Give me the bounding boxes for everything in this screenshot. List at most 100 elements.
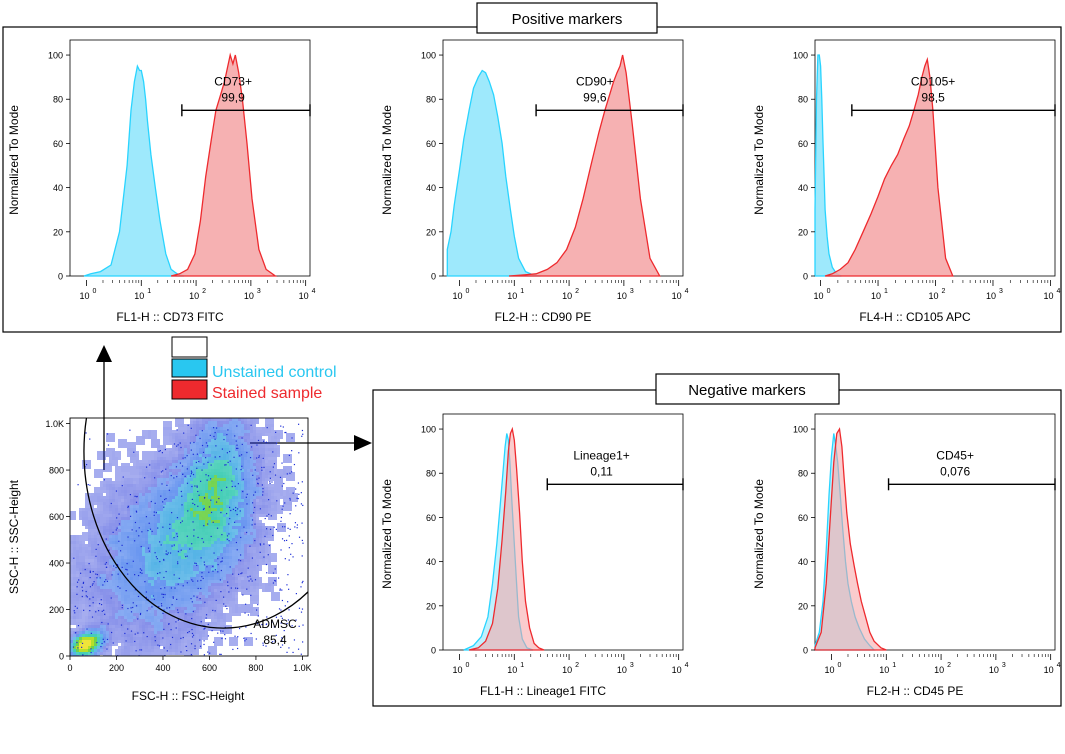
density-cell	[157, 646, 160, 649]
density-cell	[247, 520, 250, 523]
density-cell	[109, 496, 112, 499]
density-cell	[196, 502, 199, 505]
density-cell	[214, 535, 217, 538]
density-cell	[253, 466, 256, 469]
density-cell	[244, 553, 247, 556]
density-cell	[229, 496, 232, 499]
legend-swatch-unstained	[171, 358, 208, 378]
density-cell	[127, 517, 130, 520]
density-cell	[142, 601, 145, 604]
density-cell	[229, 499, 232, 502]
density-cell	[271, 595, 274, 598]
y-tick-label: 0	[803, 272, 808, 282]
density-cell	[199, 448, 202, 451]
density-cell	[139, 589, 142, 592]
density-cell	[196, 520, 199, 523]
density-cell	[85, 508, 88, 511]
density-cell	[268, 460, 271, 463]
density-cell	[169, 574, 172, 577]
density-cell	[145, 607, 148, 610]
density-cell	[106, 634, 109, 637]
density-cell	[241, 460, 244, 463]
density-cell	[202, 562, 205, 565]
density-cell	[166, 562, 169, 565]
density-cell	[256, 421, 259, 424]
density-cell	[253, 583, 256, 586]
density-cell	[154, 565, 157, 568]
density-cell	[151, 631, 154, 634]
density-cell	[172, 643, 175, 646]
density-cell	[148, 610, 151, 613]
density-cell	[91, 649, 94, 652]
density-cell	[172, 580, 175, 583]
density-cell	[259, 448, 262, 451]
density-cell	[226, 550, 229, 553]
density-cell	[232, 478, 235, 481]
density-cell	[148, 460, 151, 463]
density-cell	[202, 520, 205, 523]
density-cell	[151, 601, 154, 604]
density-cell	[124, 556, 127, 559]
density-cell	[88, 538, 91, 541]
arrow-to-positive	[96, 345, 112, 470]
density-cell	[82, 508, 85, 511]
density-cell	[139, 532, 142, 535]
density-cell	[247, 433, 250, 436]
density-cell	[103, 586, 106, 589]
density-cell	[151, 568, 154, 571]
density-cell	[256, 556, 259, 559]
density-cell	[166, 544, 169, 547]
density-cell	[163, 619, 166, 622]
density-cell	[235, 577, 238, 580]
density-cell	[199, 529, 202, 532]
density-cell	[199, 523, 202, 526]
density-cell	[154, 580, 157, 583]
density-cell	[112, 550, 115, 553]
density-cell	[190, 595, 193, 598]
density-cell	[250, 538, 253, 541]
density-cell	[238, 520, 241, 523]
density-cell	[232, 421, 235, 424]
density-cell	[139, 565, 142, 568]
density-cell	[79, 607, 82, 610]
density-cell	[118, 475, 121, 478]
density-cell	[157, 562, 160, 565]
density-cell	[226, 442, 229, 445]
density-cell	[115, 466, 118, 469]
density-cell	[82, 613, 85, 616]
density-cell	[175, 553, 178, 556]
density-cell	[193, 487, 196, 490]
density-cell	[241, 496, 244, 499]
density-cell	[247, 475, 250, 478]
density-cell	[139, 481, 142, 484]
density-cell	[148, 601, 151, 604]
density-cell	[118, 628, 121, 631]
density-cell	[208, 544, 211, 547]
density-cell	[175, 469, 178, 472]
density-cell	[85, 520, 88, 523]
density-cell	[220, 565, 223, 568]
density-cell	[229, 586, 232, 589]
density-cell	[238, 505, 241, 508]
density-cell	[205, 481, 208, 484]
density-cell	[277, 523, 280, 526]
density-cell	[145, 556, 148, 559]
density-cell	[82, 619, 85, 622]
density-cell	[226, 574, 229, 577]
density-cell	[196, 433, 199, 436]
density-cell	[265, 529, 268, 532]
density-cell	[190, 478, 193, 481]
density-cell	[154, 436, 157, 439]
density-cell	[184, 484, 187, 487]
density-cell	[127, 646, 130, 649]
density-cell	[148, 514, 151, 517]
density-cell	[262, 496, 265, 499]
density-cell	[226, 511, 229, 514]
density-cell	[169, 550, 172, 553]
density-cell	[136, 643, 139, 646]
density-cell	[148, 622, 151, 625]
density-cell	[133, 550, 136, 553]
density-cell	[238, 613, 241, 616]
density-cell	[250, 583, 253, 586]
density-cell	[247, 607, 250, 610]
